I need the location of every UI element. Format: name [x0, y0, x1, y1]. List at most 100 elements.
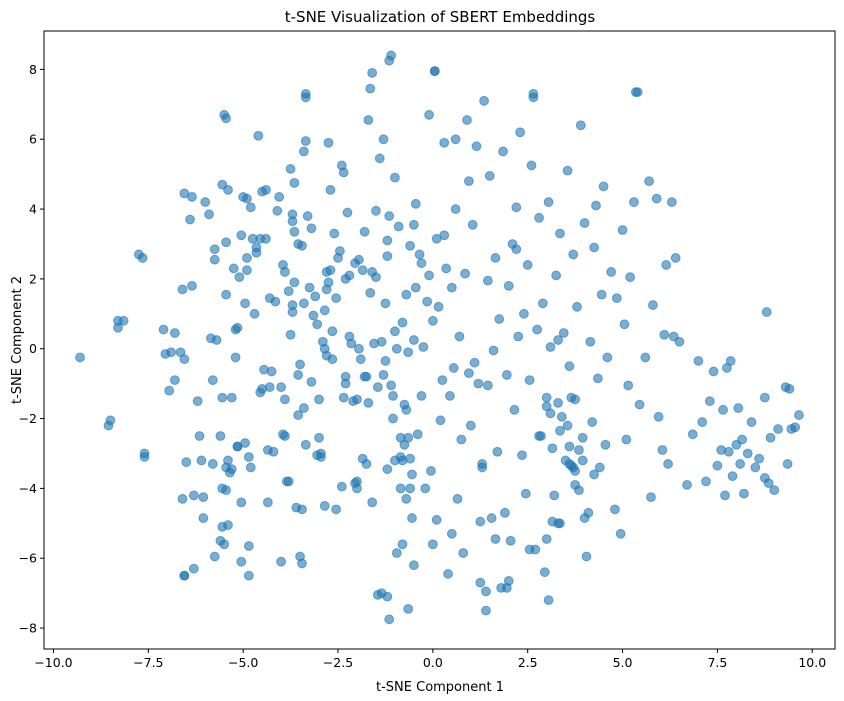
scatter-point — [312, 319, 323, 330]
scatter-point — [765, 432, 776, 443]
scatter-point — [312, 450, 323, 461]
scatter-point — [285, 329, 296, 340]
scatter-point — [384, 614, 395, 625]
scatter-point — [194, 431, 205, 441]
scatter-point — [634, 399, 645, 410]
scatter-point — [498, 146, 508, 157]
scatter-point — [446, 282, 457, 293]
scatter-point — [266, 366, 277, 377]
scatter-point — [712, 460, 723, 471]
scatter-point — [397, 455, 408, 466]
scatter-point — [272, 205, 283, 216]
scatter-point — [433, 301, 444, 312]
scatter-point — [261, 184, 271, 195]
scatter-point — [484, 171, 495, 181]
scatter-point — [663, 459, 673, 469]
x-tick-label: −5.0 — [228, 655, 258, 670]
scatter-point — [441, 263, 452, 274]
scatter-point — [221, 237, 232, 248]
scatter-point — [420, 483, 431, 494]
scatter-point — [575, 120, 586, 131]
scatter-point — [300, 439, 311, 450]
scatter-point — [188, 490, 199, 501]
scatter-point — [727, 471, 738, 482]
scatter-point — [365, 287, 376, 298]
scatter-point — [500, 507, 510, 518]
scatter-point — [511, 202, 522, 213]
scatter-point — [611, 293, 622, 304]
y-tick-label: −4 — [19, 481, 37, 496]
scatter-point — [372, 382, 383, 393]
scatter-point — [240, 298, 250, 309]
scatter-point — [651, 193, 662, 204]
scatter-point — [473, 378, 484, 389]
scatter-point — [464, 176, 474, 187]
scatter-point — [228, 263, 239, 274]
scatter-point — [261, 233, 271, 244]
scatter-point — [589, 469, 599, 480]
scatter-point — [720, 490, 730, 501]
scatter-point — [209, 254, 220, 265]
scatter-point — [482, 380, 493, 391]
scatter-point — [207, 459, 218, 469]
scatter-point — [166, 347, 176, 358]
scatter-point — [236, 230, 247, 241]
scatter-point — [245, 462, 256, 473]
scatter-point — [646, 492, 656, 503]
scatter-point — [566, 392, 577, 403]
scatter-point — [251, 242, 262, 253]
scatter-point — [223, 184, 233, 195]
scatter-point — [410, 198, 421, 209]
scatter-point — [592, 373, 603, 384]
scatter-point — [528, 92, 539, 103]
scatter-point — [615, 528, 626, 539]
scatter-point — [274, 191, 285, 202]
scatter-point — [200, 197, 211, 207]
scatter-point — [346, 338, 357, 349]
scatter-point — [769, 485, 780, 496]
scatter-point — [666, 197, 677, 207]
scatter-point — [221, 485, 232, 496]
scatter-point — [581, 551, 592, 562]
scatter-point — [232, 441, 243, 452]
scatter-point — [384, 211, 395, 221]
scatter-point — [794, 410, 804, 420]
scatter-point — [541, 392, 552, 403]
scatter-point — [390, 326, 400, 337]
scatter-point — [226, 392, 237, 403]
scatter-point — [625, 272, 636, 283]
scatter-point — [445, 390, 455, 401]
scatter-point — [169, 328, 180, 338]
x-tick-label: 2.5 — [518, 655, 538, 670]
scatter-point — [653, 411, 664, 422]
scatter-point — [424, 109, 434, 120]
y-axis-ticks: −8 −6 −4 −2 0 2 4 6 8 — [19, 62, 44, 636]
scatter-point — [382, 251, 393, 262]
scatter-point — [579, 218, 590, 228]
scatter-point — [467, 219, 478, 230]
scatter-point — [280, 394, 290, 405]
x-tick-label: 5.0 — [613, 655, 633, 670]
scatter-point — [623, 380, 634, 391]
scatter-point — [118, 315, 129, 326]
scatter-point — [640, 352, 651, 363]
scatter-point — [515, 127, 526, 138]
scatter-point — [329, 228, 340, 239]
y-axis-label: t-SNE Component 2 — [10, 276, 25, 404]
scatter-point — [405, 240, 416, 251]
x-tick-label: −7.5 — [133, 655, 163, 670]
scatter-point — [746, 417, 757, 427]
y-tick-label: 0 — [29, 341, 37, 356]
scatter-point — [382, 235, 393, 246]
scatter-point — [378, 370, 389, 380]
scatter-point — [469, 357, 480, 368]
scatter-point — [587, 417, 598, 427]
scatter-point — [75, 352, 85, 363]
scatter-point — [422, 296, 433, 307]
scatter-point — [577, 432, 588, 443]
scatter-point — [401, 404, 412, 415]
scatter-point — [446, 528, 457, 539]
scatter-point — [617, 225, 628, 235]
scatter-point — [283, 286, 294, 297]
x-tick-label: −2.5 — [323, 655, 353, 670]
